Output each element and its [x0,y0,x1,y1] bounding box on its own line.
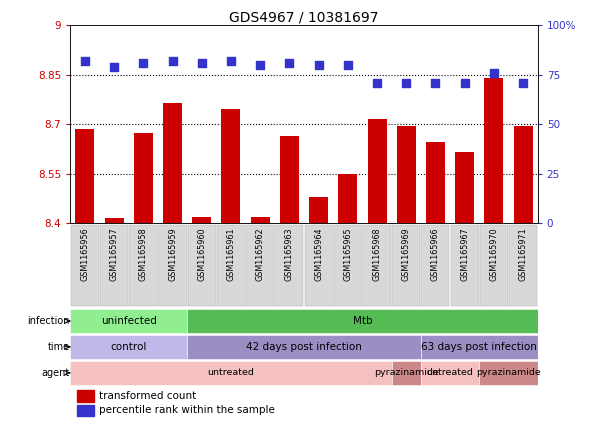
Bar [397,126,415,223]
Point [285,60,295,66]
FancyBboxPatch shape [70,309,187,333]
FancyBboxPatch shape [422,225,450,306]
Text: GSM1165968: GSM1165968 [373,228,381,281]
Text: GSM1165964: GSM1165964 [314,228,323,281]
Text: GSM1165960: GSM1165960 [197,228,207,281]
Text: GSM1165970: GSM1165970 [489,228,499,281]
Point [255,62,265,69]
FancyBboxPatch shape [304,225,332,306]
FancyBboxPatch shape [451,225,478,306]
Text: infection: infection [27,316,70,326]
FancyBboxPatch shape [158,225,186,306]
Text: pyrazinamide: pyrazinamide [374,368,439,377]
Text: 42 days post infection: 42 days post infection [246,342,362,352]
Point [518,80,528,86]
Title: GDS4967 / 10381697: GDS4967 / 10381697 [229,10,379,24]
Text: control: control [111,342,147,352]
Text: Mtb: Mtb [353,316,372,326]
Text: agent: agent [42,368,70,378]
FancyBboxPatch shape [187,335,421,359]
Bar [426,143,445,223]
Point [459,80,469,86]
Text: GSM1165971: GSM1165971 [519,228,527,281]
Point [401,80,411,86]
Bar [338,174,357,223]
Bar [455,152,474,223]
FancyBboxPatch shape [421,361,479,385]
Bar [309,197,328,223]
Bar [485,78,503,223]
Point [313,62,323,69]
Bar [75,129,94,223]
Point [139,60,148,66]
Point [372,80,382,86]
FancyBboxPatch shape [246,225,274,306]
Bar [77,390,93,401]
Point [431,80,441,86]
Text: GSM1165969: GSM1165969 [401,228,411,281]
FancyBboxPatch shape [509,225,537,306]
Text: time: time [48,342,70,352]
Text: GSM1165956: GSM1165956 [81,228,89,281]
FancyBboxPatch shape [480,225,508,306]
FancyBboxPatch shape [217,225,245,306]
Bar [192,217,211,223]
Bar [104,218,123,223]
FancyBboxPatch shape [188,225,216,306]
Text: GSM1165959: GSM1165959 [168,228,177,281]
FancyBboxPatch shape [334,225,362,306]
FancyBboxPatch shape [392,225,420,306]
Text: 63 days post infection: 63 days post infection [422,342,537,352]
FancyBboxPatch shape [71,225,99,306]
Bar [163,103,182,223]
Bar [221,110,241,223]
Bar [367,119,387,223]
Text: GSM1165962: GSM1165962 [255,228,265,281]
FancyBboxPatch shape [187,309,538,333]
Text: GSM1165963: GSM1165963 [285,228,294,281]
Text: uninfected: uninfected [101,316,156,326]
Bar [77,404,93,416]
Point [80,58,90,64]
Text: GSM1165965: GSM1165965 [343,228,353,281]
Text: transformed count: transformed count [99,391,197,401]
FancyBboxPatch shape [100,225,128,306]
FancyBboxPatch shape [130,225,157,306]
Point [109,63,119,70]
FancyBboxPatch shape [392,361,421,385]
Point [197,60,207,66]
Text: untreated: untreated [426,368,474,377]
Text: pyrazinamide: pyrazinamide [476,368,541,377]
Text: GSM1165967: GSM1165967 [460,228,469,281]
Bar [134,132,153,223]
Text: untreated: untreated [208,368,254,377]
Bar [280,136,299,223]
Text: GSM1165961: GSM1165961 [227,228,235,281]
Bar [251,217,269,223]
FancyBboxPatch shape [70,335,187,359]
Bar [514,126,533,223]
Text: GSM1165958: GSM1165958 [139,228,148,281]
Text: GSM1165966: GSM1165966 [431,228,440,281]
Text: percentile rank within the sample: percentile rank within the sample [99,405,275,415]
FancyBboxPatch shape [363,225,391,306]
Point [167,58,177,64]
FancyBboxPatch shape [276,225,304,306]
Point [489,69,499,76]
Point [343,62,353,69]
FancyBboxPatch shape [479,361,538,385]
Text: GSM1165957: GSM1165957 [109,228,119,281]
Point [226,58,236,64]
FancyBboxPatch shape [70,361,392,385]
FancyBboxPatch shape [421,335,538,359]
